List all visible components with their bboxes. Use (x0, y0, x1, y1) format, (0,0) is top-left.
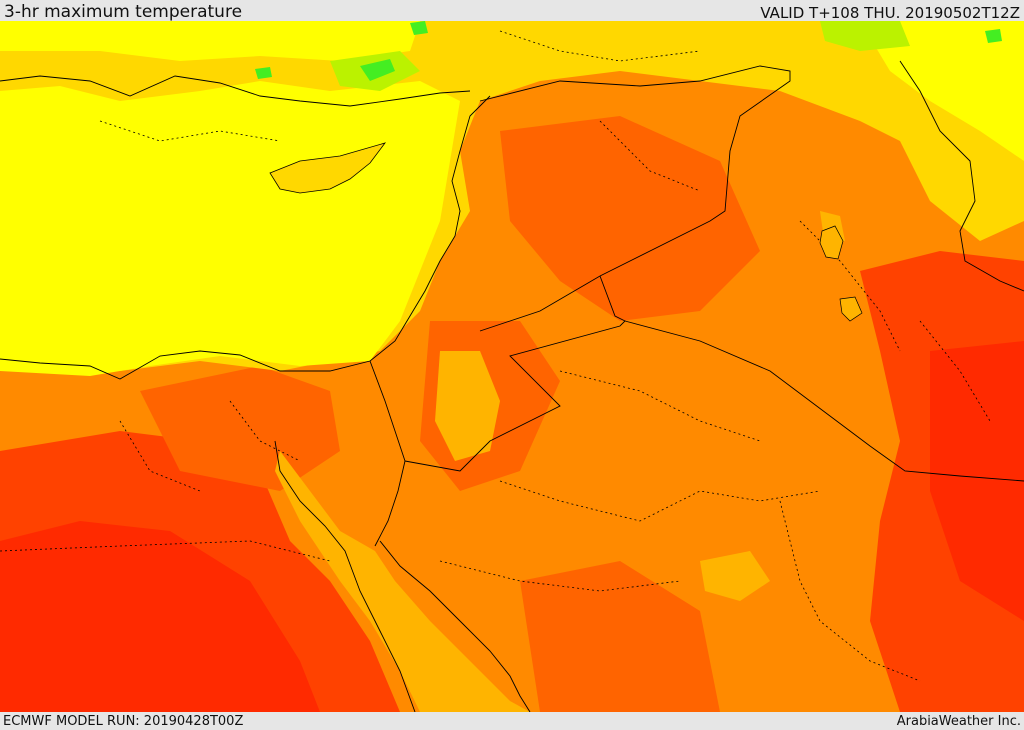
valid-time: VALID T+108 THU. 20190502T12Z (760, 4, 1020, 22)
field-green-spot-3 (985, 29, 1002, 43)
border-egypt-east (369, 360, 406, 462)
field-light-orange-jordan (435, 351, 500, 461)
field-red-sea (275, 451, 530, 712)
coastline-turkey (0, 75, 471, 107)
lake-razzaza (839, 296, 863, 322)
coastline-north-africa (0, 95, 491, 380)
map-area[interactable] (0, 21, 1024, 712)
field-yellow-northeast (860, 21, 1024, 161)
field-green-spot-4 (255, 67, 272, 79)
border-iraq-iran (899, 60, 1024, 292)
field-dark-orange-egypt (140, 366, 340, 491)
field-green-spot-1 (360, 59, 395, 81)
temperature-map[interactable] (0, 21, 1024, 712)
internal-boundaries (0, 30, 991, 682)
provider-credit: ArabiaWeather Inc. (896, 714, 1021, 729)
field-red-southwest-core (0, 521, 320, 712)
field-yellow-turkey (0, 21, 420, 61)
field-yellow-green-northeast (820, 21, 910, 51)
border-iraq-saudi (624, 320, 1024, 482)
field-yellow-mediterranean (0, 81, 460, 376)
border-jordan-saudi (404, 275, 626, 472)
coastline-gulf-aqaba (374, 460, 406, 547)
lake-tharthar (819, 225, 844, 260)
field-dark-orange-south (520, 561, 720, 712)
title-bar: 3-hr maximum temperature VALID T+108 THU… (0, 0, 1024, 21)
coastline-red-sea-west (274, 440, 416, 712)
model-run-label: ECMWF MODEL RUN: 20190428T00Z (3, 714, 244, 729)
field-green-spot-2 (410, 21, 428, 35)
field-red-east-core (930, 341, 1024, 621)
coastline-red-sea-east (379, 540, 531, 712)
footer-bar: ECMWF MODEL RUN: 20190428T00Z ArabiaWeat… (0, 712, 1024, 729)
map-title: 3-hr maximum temperature (4, 2, 243, 22)
border-syria-iraq (479, 65, 791, 332)
field-dark-orange-syria (500, 116, 760, 321)
cyprus-island (269, 142, 387, 194)
field-light-orange-patch (700, 551, 770, 601)
